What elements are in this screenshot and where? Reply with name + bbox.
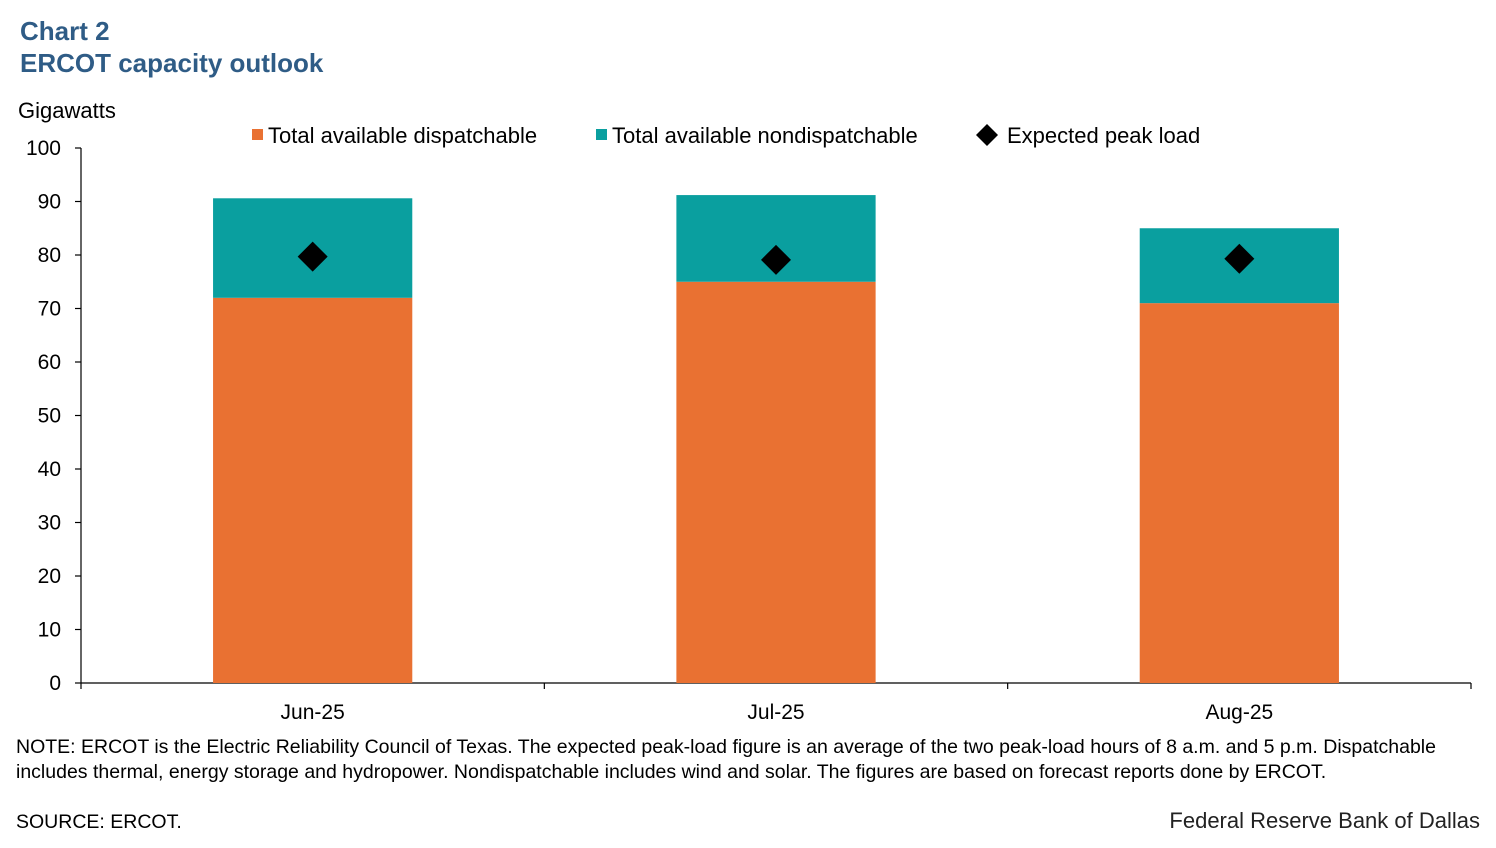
y-tick-label: 0	[49, 672, 61, 695]
legend-item-dispatchable-swatch	[252, 129, 263, 140]
peak-load-marker-aug-25	[1224, 243, 1255, 274]
x-tick-label: Jul-25	[747, 701, 804, 724]
legend-item-nondispatchable-label: Total available nondispatchable	[612, 123, 918, 148]
legend-item-peak-load-swatch	[976, 124, 998, 146]
chart-label: Chart 2	[20, 16, 110, 46]
chart-note: NOTE: ERCOT is the Electric Reliability …	[16, 736, 1436, 783]
plot-area: 0 10 20 30 40 50 60 70 80 90 100 Jun-25 Jul-25 Aug-25	[26, 137, 1472, 724]
y-tick-label: 100	[26, 137, 61, 160]
legend-item-peak-load-label: Expected peak load	[1007, 123, 1200, 148]
y-tick-label: 40	[38, 458, 61, 481]
legend-item-dispatchable-label: Total available dispatchable	[268, 123, 537, 148]
chart-title: ERCOT capacity outlook	[20, 48, 324, 78]
peak-load-marker-jul-25	[761, 244, 791, 275]
y-tick-label: 60	[38, 351, 61, 374]
x-tick-label: Jun-25	[281, 701, 345, 724]
chart-source: SOURCE: ERCOT.	[16, 811, 182, 833]
y-tick-label: 70	[38, 298, 61, 321]
y-tick-label: 50	[38, 405, 61, 428]
y-tick-label: 10	[38, 619, 61, 642]
chart: Gigawatts 0 10 20 30 40 50 60 70 80 90 100 Jun-25 Ju…	[18, 98, 1472, 724]
x-tick-label: Aug-25	[1205, 701, 1273, 724]
y-tick-label: 90	[38, 191, 61, 214]
y-tick-label: 80	[38, 244, 61, 267]
peak-load-marker-jun-25	[297, 241, 328, 272]
bar-dispatchable-aug-25	[1139, 303, 1339, 683]
y-axis-label: Gigawatts	[18, 98, 116, 123]
bar-dispatchable-jun-25	[213, 297, 413, 683]
y-tick-label: 20	[38, 565, 61, 588]
legend-item-nondispatchable-swatch	[596, 129, 607, 140]
bar-dispatchable-jul-25	[676, 281, 876, 683]
y-tick-label: 30	[38, 512, 61, 535]
legend: Total available dispatchable Total availa…	[252, 123, 1200, 148]
publisher-branding: Federal Reserve Bank of Dallas	[1169, 808, 1480, 833]
